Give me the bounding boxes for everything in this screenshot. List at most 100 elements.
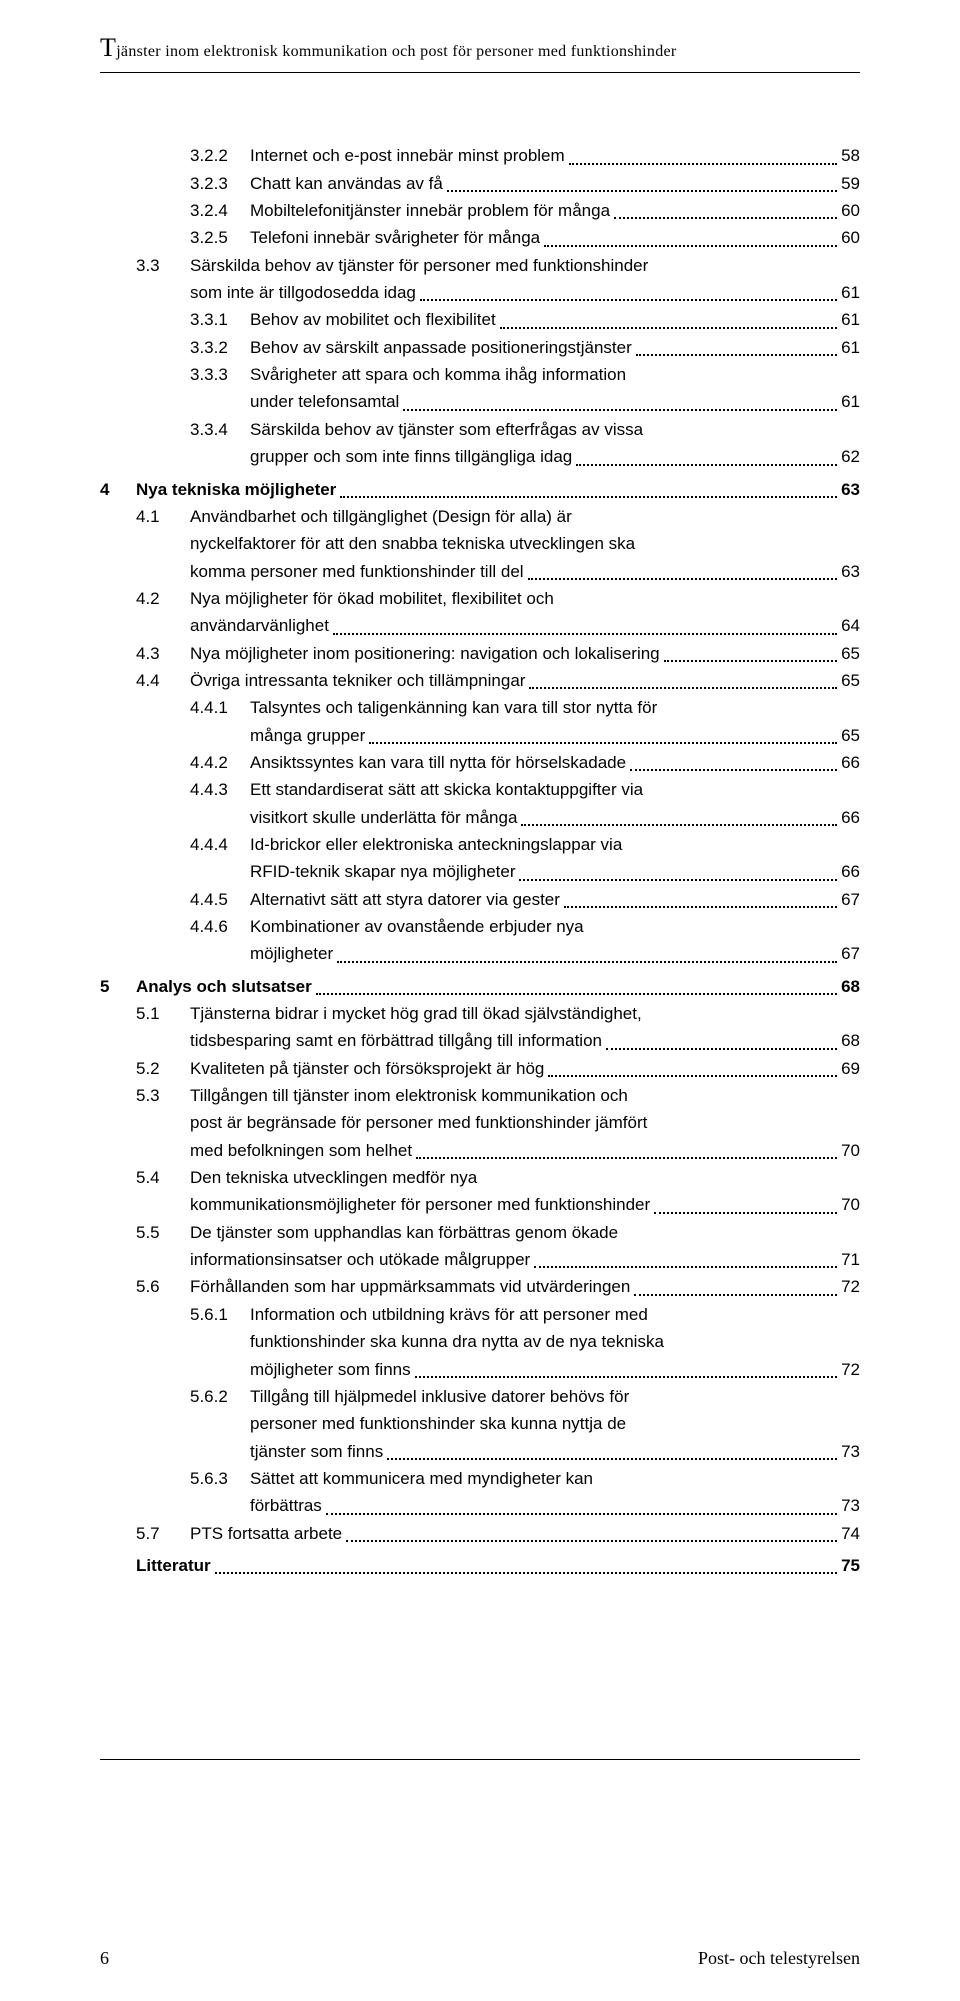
toc-title: Särskilda behov av tjänster för personer… (190, 253, 648, 279)
toc-title: Övriga intressanta tekniker och tillämpn… (190, 668, 525, 694)
toc-page: 75 (841, 1553, 860, 1579)
toc-title-continuation: under telefonsamtal (100, 389, 399, 415)
toc-page: 74 (841, 1521, 860, 1547)
toc-entry: 5.6.1Information och utbildning krävs fö… (100, 1302, 860, 1328)
toc-page: 66 (841, 805, 860, 831)
header-rule (100, 72, 860, 73)
toc-leader (403, 409, 837, 411)
toc-number: 4.4.3 (100, 777, 250, 803)
toc-page: 65 (841, 723, 860, 749)
toc-entry: 5.4Den tekniska utvecklingen medför nya (100, 1165, 860, 1191)
toc-entry-continuation: kommunikationsmöjligheter för personer m… (100, 1192, 860, 1218)
toc-title: Analys och slutsatser (136, 974, 312, 1000)
toc-entry-continuation: möjligheter67 (100, 941, 860, 967)
toc-title: Information och utbildning krävs för att… (250, 1302, 648, 1328)
toc-page: 73 (841, 1493, 860, 1519)
toc-title-continuation: som inte är tillgodosedda idag (100, 280, 416, 306)
toc-number: 3.2.3 (100, 171, 250, 197)
toc-page: 62 (841, 444, 860, 470)
toc-leader (415, 1376, 837, 1378)
header-text: jänster inom elektronisk kommunikation o… (116, 43, 676, 60)
toc-page: 61 (841, 280, 860, 306)
toc-entry: 5.6.3Sättet att kommunicera med myndighe… (100, 1466, 860, 1492)
toc-entry: 4.2Nya möjligheter för ökad mobilitet, f… (100, 586, 860, 612)
toc-page: 61 (841, 335, 860, 361)
toc-entry: 5.3Tillgången till tjänster inom elektro… (100, 1083, 860, 1109)
toc-number: 5.6.2 (100, 1384, 250, 1410)
toc-page: 65 (841, 668, 860, 694)
toc-title: Svårigheter att spara och komma ihåg inf… (250, 362, 626, 388)
toc-entry: 4.4.4Id-brickor eller elektroniska antec… (100, 832, 860, 858)
toc-title: Särskilda behov av tjänster som efterfrå… (250, 417, 643, 443)
toc-title: Mobiltelefonitjänster innebär problem fö… (250, 198, 610, 224)
toc-entry-continuation: post är begränsade för personer med funk… (100, 1110, 860, 1136)
toc-entry: 4Nya tekniska möjligheter63 (100, 477, 860, 503)
toc-title: Användbarhet och tillgänglighet (Design … (190, 504, 572, 530)
toc-leader (634, 1294, 837, 1296)
toc-page: 66 (841, 750, 860, 776)
toc-entry-continuation: komma personer med funktionshinder till … (100, 559, 860, 585)
toc-title: Ansiktssyntes kan vara till nytta för hö… (250, 750, 626, 776)
toc-entry: 4.4.1Talsyntes och taligenkänning kan va… (100, 695, 860, 721)
toc-page: 68 (841, 974, 860, 1000)
toc-title-continuation: med befolkningen som helhet (100, 1138, 412, 1164)
toc-entry-continuation: nyckelfaktorer för att den snabba teknis… (100, 531, 860, 557)
toc-title: Nya möjligheter för ökad mobilitet, flex… (190, 586, 554, 612)
toc-entry-continuation: visitkort skulle underlätta för många66 (100, 805, 860, 831)
toc-page: 70 (841, 1192, 860, 1218)
toc-number: 4 (100, 477, 136, 503)
toc-title: Tjänsterna bidrar i mycket hög grad till… (190, 1001, 642, 1027)
toc-page: 64 (841, 613, 860, 639)
toc-leader (606, 1048, 837, 1050)
toc-page: 69 (841, 1056, 860, 1082)
toc-number: 4.4 (100, 668, 190, 694)
toc-title: Litteratur (136, 1553, 211, 1579)
toc-entry: 3.3Särskilda behov av tjänster för perso… (100, 253, 860, 279)
toc-title-continuation: tidsbesparing samt en förbättrad tillgån… (100, 1028, 602, 1054)
toc-number: 5.3 (100, 1083, 190, 1109)
toc-leader (416, 1157, 837, 1159)
toc-leader (326, 1513, 837, 1515)
toc-leader (337, 961, 837, 963)
toc-title: PTS fortsatta arbete (190, 1521, 342, 1547)
toc-number: 3.3.4 (100, 417, 250, 443)
toc-entry-continuation: tjänster som finns73 (100, 1439, 860, 1465)
toc-page: 71 (841, 1247, 860, 1273)
table-of-contents: 3.2.2Internet och e-post innebär minst p… (100, 143, 860, 1579)
toc-entry: 3.3.1Behov av mobilitet och flexibilitet… (100, 307, 860, 333)
toc-title: Id-brickor eller elektroniska anteckning… (250, 832, 622, 858)
toc-title-continuation: RFID-teknik skapar nya möjligheter (100, 859, 515, 885)
footer-page-number: 6 (100, 1946, 109, 1971)
toc-leader (420, 299, 837, 301)
toc-number: 4.4.6 (100, 914, 250, 940)
toc-number: 3.2.2 (100, 143, 250, 169)
toc-entry: 4.4Övriga intressanta tekniker och tillä… (100, 668, 860, 694)
toc-number: 3.3.2 (100, 335, 250, 361)
toc-entry: 3.2.4Mobiltelefonitjänster innebär probl… (100, 198, 860, 224)
toc-title-continuation: funktionshinder ska kunna dra nytta av d… (100, 1329, 664, 1355)
toc-number: 5.7 (100, 1521, 190, 1547)
toc-title-continuation: tjänster som finns (100, 1439, 383, 1465)
toc-page: 72 (841, 1357, 860, 1383)
toc-entry-continuation: som inte är tillgodosedda idag 61 (100, 280, 860, 306)
toc-title: Förhållanden som har uppmärksammats vid … (190, 1274, 630, 1300)
toc-page: 66 (841, 859, 860, 885)
toc-entry-continuation: funktionshinder ska kunna dra nytta av d… (100, 1329, 860, 1355)
toc-number: 5.6 (100, 1274, 190, 1300)
footer-rule (100, 1759, 860, 1760)
toc-number: 3.3.1 (100, 307, 250, 333)
toc-number: 3.2.5 (100, 225, 250, 251)
toc-number: 4.3 (100, 641, 190, 667)
toc-leader (654, 1212, 837, 1214)
toc-entry-continuation: förbättras73 (100, 1493, 860, 1519)
toc-title: Nya tekniska möjligheter (136, 477, 336, 503)
toc-entry: 3.2.2Internet och e-post innebär minst p… (100, 143, 860, 169)
toc-title: Nya möjligheter inom positionering: navi… (190, 641, 660, 667)
toc-leader (521, 824, 837, 826)
toc-number: 3.2.4 (100, 198, 250, 224)
toc-title: Kvaliteten på tjänster och försöksprojek… (190, 1056, 544, 1082)
toc-title: Behov av särskilt anpassade positionerin… (250, 335, 632, 361)
toc-entry: 4.4.2Ansiktssyntes kan vara till nytta f… (100, 750, 860, 776)
toc-number: 5.1 (100, 1001, 190, 1027)
toc-page: 67 (841, 887, 860, 913)
